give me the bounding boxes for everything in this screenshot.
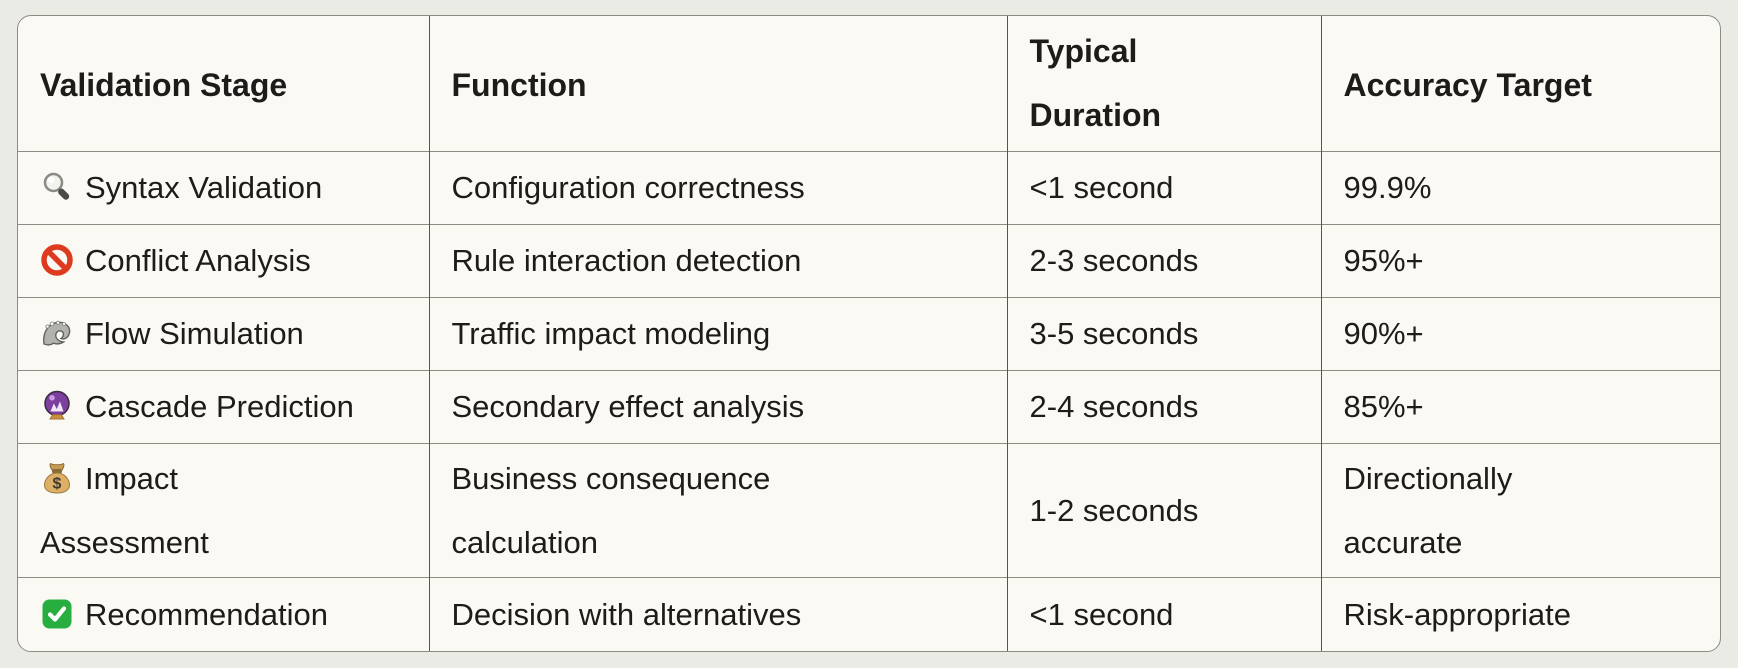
money-bag-icon: $ bbox=[40, 461, 74, 495]
duration-cell: <1 second bbox=[1006, 150, 1321, 225]
accuracy-cell: 85%+ bbox=[1320, 369, 1720, 444]
header-validation-stage: Validation Stage bbox=[18, 16, 429, 151]
stage-label: Cascade Prediction bbox=[85, 388, 354, 424]
duration-cell: 1-2 seconds bbox=[1006, 443, 1321, 578]
accuracy-cell: 90%+ bbox=[1320, 296, 1720, 371]
stage-cell: Recommendation bbox=[18, 577, 429, 651]
accuracy-cell: 99.9% bbox=[1320, 150, 1720, 225]
stage-label: Recommendation bbox=[85, 596, 328, 632]
table-row: Recommendation Decision with alternative… bbox=[18, 577, 1720, 651]
table-row: Cascade Prediction Secondary effect anal… bbox=[18, 369, 1720, 444]
validation-stages-table: Validation Stage Function Typical Durati… bbox=[18, 16, 1720, 651]
svg-text:$: $ bbox=[53, 475, 62, 492]
duration-cell: 2-4 seconds bbox=[1006, 369, 1321, 444]
table-row: Conflict Analysis Rule interaction detec… bbox=[18, 223, 1720, 298]
stage-cell: Syntax Validation bbox=[18, 150, 429, 225]
prohibited-icon bbox=[40, 243, 74, 277]
stage-label: Flow Simulation bbox=[85, 315, 304, 351]
header-row: Validation Stage Function Typical Durati… bbox=[18, 16, 1720, 151]
check-icon bbox=[40, 597, 74, 631]
duration-cell: <1 second bbox=[1006, 577, 1321, 651]
function-cell: Secondary effect analysis bbox=[428, 369, 1007, 444]
stage-label: Syntax Validation bbox=[85, 169, 323, 205]
header-label: Typical Duration bbox=[1029, 33, 1162, 134]
accuracy-label: Directionally accurate bbox=[1343, 460, 1513, 560]
function-cell: Decision with alternatives bbox=[428, 577, 1007, 651]
function-cell: Configuration correctness bbox=[428, 150, 1007, 225]
accuracy-cell: Directionally accurate bbox=[1320, 443, 1720, 578]
header-accuracy-target: Accuracy Target bbox=[1320, 16, 1720, 151]
table-row: Syntax Validation Configuration correctn… bbox=[18, 150, 1720, 225]
header-label: Validation Stage bbox=[40, 66, 288, 103]
wave-icon bbox=[40, 316, 74, 350]
stage-cell: $ Impact Assessment bbox=[18, 443, 429, 578]
stage-label: Conflict Analysis bbox=[85, 242, 311, 278]
accuracy-cell: Risk-appropriate bbox=[1320, 577, 1720, 651]
header-label: Function bbox=[451, 66, 587, 103]
duration-cell: 2-3 seconds bbox=[1006, 223, 1321, 298]
header-label: Accuracy Target bbox=[1343, 66, 1592, 103]
duration-cell: 3-5 seconds bbox=[1006, 296, 1321, 371]
table-row: $ Impact Assessment Business consequence… bbox=[18, 443, 1720, 578]
stage-cell: Conflict Analysis bbox=[18, 223, 429, 298]
accuracy-cell: 95%+ bbox=[1320, 223, 1720, 298]
function-cell: Traffic impact modeling bbox=[428, 296, 1007, 371]
stage-label: Impact Assessment bbox=[40, 460, 209, 560]
function-cell: Business consequence calculation bbox=[428, 443, 1007, 578]
stage-table-card: Validation Stage Function Typical Durati… bbox=[17, 15, 1721, 652]
stage-cell: Flow Simulation bbox=[18, 296, 429, 371]
table-row: Flow Simulation Traffic impact modeling … bbox=[18, 296, 1720, 371]
header-typical-duration: Typical Duration bbox=[1006, 16, 1321, 151]
header-function: Function bbox=[428, 16, 1007, 151]
function-label: Business consequence calculation bbox=[451, 460, 771, 560]
function-cell: Rule interaction detection bbox=[428, 223, 1007, 298]
stage-cell: Cascade Prediction bbox=[18, 369, 429, 444]
crystal-ball-icon bbox=[40, 389, 74, 423]
magnifier-icon bbox=[40, 170, 74, 204]
